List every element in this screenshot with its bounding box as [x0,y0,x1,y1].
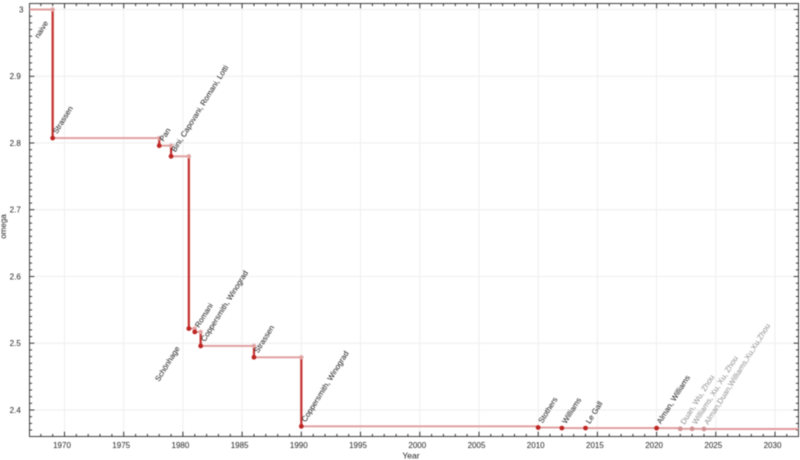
svg-text:2.4: 2.4 [10,406,22,415]
svg-text:1970: 1970 [53,441,71,450]
svg-text:2.6: 2.6 [10,272,22,281]
svg-text:1975: 1975 [112,441,130,450]
svg-text:2015: 2015 [586,441,604,450]
svg-text:2010: 2010 [527,441,545,450]
svg-text:2.9: 2.9 [10,72,22,81]
svg-text:1995: 1995 [349,441,367,450]
svg-text:omega: omega [0,214,8,239]
svg-text:2025: 2025 [704,441,722,450]
svg-text:1980: 1980 [172,441,190,450]
svg-text:2005: 2005 [468,441,486,450]
svg-text:2030: 2030 [764,441,782,450]
svg-text:2.7: 2.7 [10,206,22,215]
svg-text:2.5: 2.5 [10,339,22,348]
svg-text:2020: 2020 [645,441,663,450]
svg-text:2000: 2000 [408,441,426,450]
svg-text:Year: Year [402,451,419,460]
svg-text:3: 3 [19,5,24,14]
svg-text:2.8: 2.8 [10,139,22,148]
svg-text:1985: 1985 [231,441,249,450]
svg-text:1990: 1990 [290,441,308,450]
